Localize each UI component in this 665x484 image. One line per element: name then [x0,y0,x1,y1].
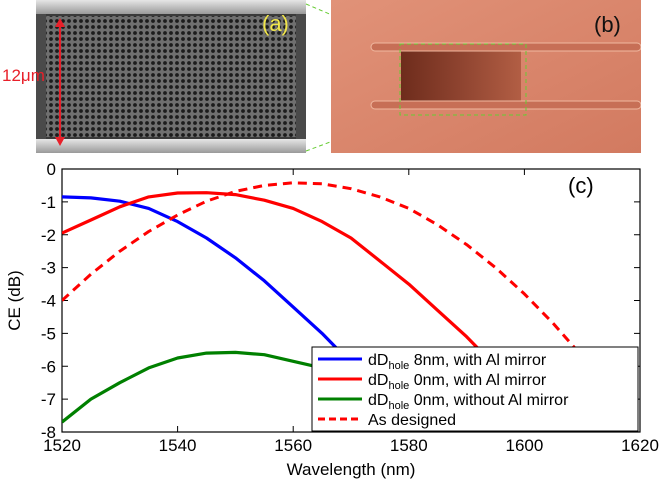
x-axis-label: Wavelength (nm) [287,460,416,479]
y-tick-label: -3 [41,259,56,278]
y-tick-label: 0 [47,160,56,179]
ce-chart: 1520 1540 1560 1580 1600 1620 0 -1 -2 -3 -4 -5 -6 -7 -… [5,160,659,479]
legend-entry: dDhole 8nm, with Al mirror [368,352,547,372]
scale-arrow-up-icon [55,18,65,27]
scale-arrow-down-icon [55,137,65,146]
x-tick-label: 1520 [43,436,81,455]
legend-entry-main: As designed [368,412,456,429]
chart-panel-c: 1520 1540 1560 1580 1600 1620 0 -1 -2 -3 -4 -5 -6 -7 -… [0,150,665,479]
y-tick-label: -8 [41,423,56,442]
panel-c-label: (c) [568,173,594,198]
x-tick-label: 1620 [621,436,659,455]
zoom-region-box [399,43,527,116]
legend-box [311,346,639,432]
y-tick-label: -4 [41,292,56,311]
legend-entry-sub: hole [388,380,409,392]
x-tick-label: 1580 [390,436,428,455]
y-tick-label: -6 [41,357,56,376]
series-line-4 [62,181,607,384]
legend-entry: dDhole 0nm, without Al mirror [368,392,569,412]
scale-bar-label: 12μm [2,66,45,85]
panel-b-label: (b) [594,12,621,37]
y-tick-label: -2 [41,226,56,245]
legend-entry-sub: hole [388,400,409,412]
x-tick-label: 1560 [274,436,312,455]
y-tick-label: -1 [41,193,56,212]
legend-entry-main: dD [368,352,388,369]
legend-entry: As designed [368,412,456,429]
legend-entry-rest: 0nm, with Al mirror [409,372,547,389]
legend-entry-main: dD [368,392,388,409]
x-tick-label: 1540 [159,436,197,455]
y-tick-label: -7 [41,390,56,409]
sem-image: (a) [36,0,306,153]
x-tick-label: 1600 [505,436,543,455]
micrograph-panel-b: (b) [331,0,641,153]
panel-a-label: (a) [262,11,289,36]
legend-entry: dDhole 0nm, with Al mirror [368,372,547,392]
micrograph: (b) [331,0,641,153]
legend-entry-main: dD [368,372,388,389]
series-line-2 [62,191,549,430]
legend-entry-sub: hole [388,360,409,372]
y-tick-label: -5 [41,324,56,343]
legend-entry-rest: 0nm, without Al mirror [409,392,569,409]
series-line-1 [62,195,353,365]
sem-image-panel-a: (a) [36,0,306,153]
y-axis-label: CE (dB) [5,270,24,330]
legend-entry-rest: 8nm, with Al mirror [409,352,547,369]
series-line-3 [62,350,323,424]
